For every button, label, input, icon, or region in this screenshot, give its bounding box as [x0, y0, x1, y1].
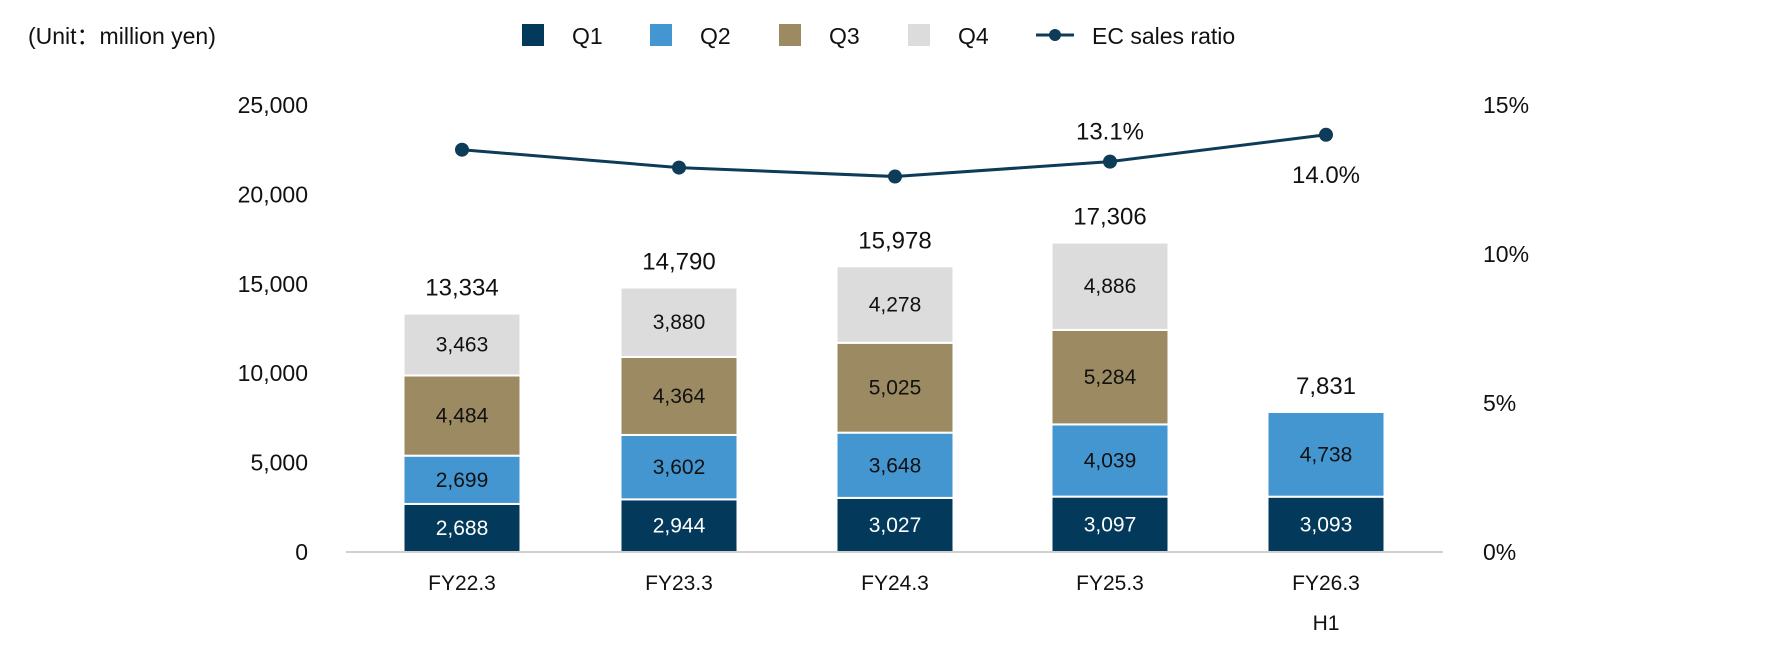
- legend-swatch-q2: [650, 24, 672, 46]
- bar-total-label: 13,334: [425, 275, 498, 302]
- bar-value-label: 3,880: [653, 311, 706, 334]
- left-axis: 0 5,000 10,000 15,000 20,000 25,000: [238, 92, 308, 565]
- bar-q1: [835, 496, 955, 553]
- bar-value-label: 4,364: [653, 385, 706, 408]
- unit-label: (Unit：million yen): [28, 23, 216, 49]
- right-tick-label: 0%: [1483, 539, 1516, 565]
- legend-swatch-q4: [908, 24, 930, 46]
- ec-ratio-line: 13.1% 14.0%: [455, 119, 1360, 189]
- bar-q3: [619, 355, 739, 436]
- bar-value-label: 4,278: [869, 294, 922, 317]
- bar-q2: [1050, 423, 1170, 498]
- ec-ratio-marker: [1319, 127, 1333, 142]
- left-tick-label: 0: [295, 539, 308, 565]
- bar-value-label: 5,284: [1084, 366, 1137, 389]
- bar-value-label: 3,602: [653, 456, 706, 479]
- ec-ratio-label: 13.1%: [1076, 119, 1144, 146]
- bar-total-label: 7,831: [1296, 373, 1356, 400]
- ec-ratio-marker: [888, 169, 902, 184]
- bar-value-label: 2,688: [436, 517, 489, 540]
- bar-value-label: 2,699: [436, 469, 489, 492]
- bar-q4: [402, 312, 522, 377]
- legend-label-q1: Q1: [572, 23, 603, 49]
- x-tick-label: H1: [1313, 612, 1340, 635]
- bar-value-label: 2,944: [653, 515, 706, 538]
- right-axis: 0% 5% 10% 15%: [1483, 92, 1529, 565]
- left-tick-label: 25,000: [238, 92, 308, 118]
- bar-q4: [835, 265, 955, 344]
- bar-value-label: 4,738: [1300, 443, 1353, 466]
- bar-total-label: 15,978: [858, 227, 931, 254]
- bar-q2: [1266, 410, 1386, 498]
- legend-label-q4: Q4: [958, 23, 989, 49]
- legend-label-q2: Q2: [700, 23, 731, 49]
- bar-value-label: 4,039: [1084, 450, 1137, 473]
- bar-value-label: 4,886: [1084, 275, 1137, 298]
- bar-total-label: 17,306: [1073, 204, 1146, 231]
- bar-value-label: 3,027: [869, 514, 922, 537]
- ec-ratio-marker: [455, 142, 469, 157]
- x-tick-label: FY24.3: [861, 572, 929, 595]
- left-tick-label: 10,000: [238, 360, 308, 386]
- bar-value-label: 3,093: [1300, 513, 1353, 536]
- left-tick-label: 20,000: [238, 181, 308, 207]
- x-tick-label: FY22.3: [428, 572, 496, 595]
- bar-q2: [402, 454, 522, 505]
- right-tick-label: 15%: [1483, 92, 1529, 118]
- x-tick-label: FY26.3: [1292, 572, 1360, 595]
- right-tick-label: 5%: [1483, 390, 1516, 416]
- bar-q4: [619, 286, 739, 358]
- left-tick-label: 5,000: [250, 450, 308, 476]
- bar-q1: [1050, 495, 1170, 553]
- bar-q4: [1050, 241, 1170, 331]
- x-tick-label: FY23.3: [645, 572, 713, 595]
- legend: Q1 Q2 Q3 Q4 EC sales ratio: [522, 23, 1235, 49]
- legend-label-q3: Q3: [829, 23, 860, 49]
- left-tick-label: 15,000: [238, 271, 308, 297]
- right-tick-label: 10%: [1483, 241, 1529, 267]
- legend-marker-ec-ratio: [1049, 29, 1061, 41]
- ec-ratio-label: 14.0%: [1292, 162, 1360, 189]
- bar-q2: [835, 431, 955, 499]
- legend-swatch-q1: [522, 24, 544, 46]
- bar-q3: [835, 341, 955, 434]
- ec-ratio-marker: [672, 160, 686, 175]
- bars: 2,688 2,699 4,484 3,463 13,334 2,944 3,602 4,36…: [402, 204, 1386, 554]
- bar-value-label: 3,648: [869, 454, 922, 477]
- bar-value-label: 4,484: [436, 405, 489, 428]
- bar-total-label: 14,790: [642, 249, 715, 276]
- bar-q2: [619, 433, 739, 501]
- legend-label-ec-ratio: EC sales ratio: [1092, 23, 1235, 49]
- bar-value-label: 5,025: [869, 377, 922, 400]
- bar-q1: [619, 498, 739, 553]
- legend-swatch-q3: [779, 24, 801, 46]
- bar-value-label: 3,463: [436, 334, 489, 357]
- ec-ratio-marker: [1103, 154, 1117, 169]
- x-axis-labels: FY22.3 FY23.3 FY24.3 FY25.3 FY26.3 H1: [428, 572, 1360, 635]
- x-tick-label: FY25.3: [1076, 572, 1144, 595]
- bar-value-label: 3,097: [1084, 513, 1137, 536]
- bar-q3: [1050, 328, 1170, 426]
